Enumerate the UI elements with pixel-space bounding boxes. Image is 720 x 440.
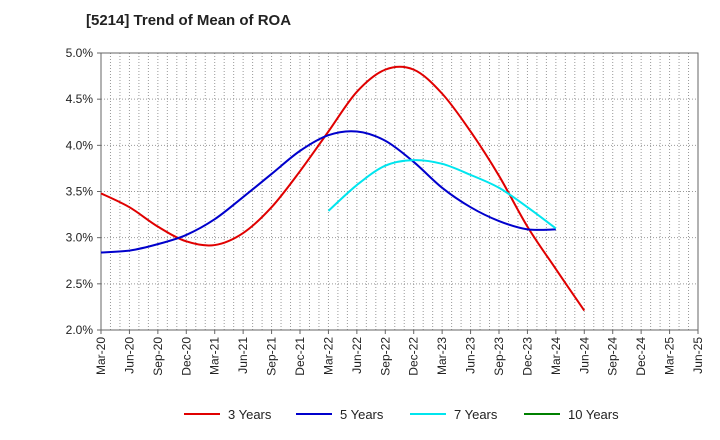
y-tick-label: 4.5%	[66, 92, 94, 106]
legend-item: 10 Years	[524, 402, 619, 426]
y-tick-label: 5.0%	[66, 46, 94, 60]
y-tick-labels: 2.0% 2.5% 3.0% 3.5% 4.0% 4.5% 5.0%	[66, 46, 101, 337]
legend-swatch	[410, 413, 446, 415]
legend-label: 7 Years	[454, 406, 498, 422]
x-tick-label: Mar-21	[208, 337, 222, 375]
x-tick-label: Mar-24	[549, 337, 563, 375]
x-tick-label: Sep-24	[606, 337, 620, 376]
series-line-3-years	[100, 65, 586, 312]
x-tick-label: Mar-23	[435, 337, 449, 375]
x-tick-label: Sep-21	[265, 337, 279, 376]
x-tick-label: Dec-22	[407, 337, 421, 376]
y-tick-label: 3.5%	[66, 185, 94, 199]
x-tick-label: Jun-22	[350, 337, 364, 374]
x-tick-label: Mar-25	[663, 337, 677, 375]
legend-swatch	[524, 413, 560, 415]
x-tick-label: Dec-20	[179, 337, 193, 376]
x-tick-label: Dec-23	[520, 337, 534, 376]
x-tick-label: Jun-23	[464, 337, 478, 374]
x-tick-label: Dec-21	[293, 337, 307, 376]
x-tick-label: Jun-24	[577, 337, 591, 374]
x-tick-label: Mar-20	[94, 337, 108, 375]
x-tick-label: Mar-22	[321, 337, 335, 375]
grid-lines	[101, 53, 698, 330]
legend: 3 Years 5 Years 7 Years 10 Years	[0, 402, 720, 426]
y-tick-label: 2.5%	[66, 277, 94, 291]
x-tick-label: Dec-24	[634, 337, 648, 376]
x-tick-label: Jun-21	[236, 337, 250, 374]
series-line-7-years	[327, 159, 557, 230]
x-tick-label: Jun-20	[122, 337, 136, 374]
legend-swatch	[184, 413, 220, 415]
x-tick-label: Sep-22	[378, 337, 392, 376]
legend-swatch	[296, 413, 332, 415]
legend-label: 10 Years	[568, 406, 619, 422]
legend-label: 3 Years	[228, 406, 272, 422]
x-tick-label: Sep-23	[492, 337, 506, 376]
chart-title: [5214] Trend of Mean of ROA	[86, 12, 292, 29]
legend-item: 5 Years	[296, 402, 383, 426]
y-tick-label: 4.0%	[66, 138, 94, 152]
legend-label: 5 Years	[340, 406, 384, 422]
x-tick-label: Sep-20	[151, 337, 165, 376]
x-tick-labels: Mar-20 Jun-20 Sep-20 Dec-20 Mar-21 Jun-21 Sep-…	[94, 330, 705, 376]
x-tick-label: Jun-25	[691, 337, 705, 374]
legend-item: 3 Years	[184, 402, 271, 426]
y-tick-label: 2.0%	[66, 323, 94, 337]
legend-item: 7 Years	[410, 402, 497, 426]
series-lines	[100, 65, 586, 312]
series-line-5-years	[100, 130, 556, 254]
y-tick-label: 3.0%	[66, 231, 94, 245]
